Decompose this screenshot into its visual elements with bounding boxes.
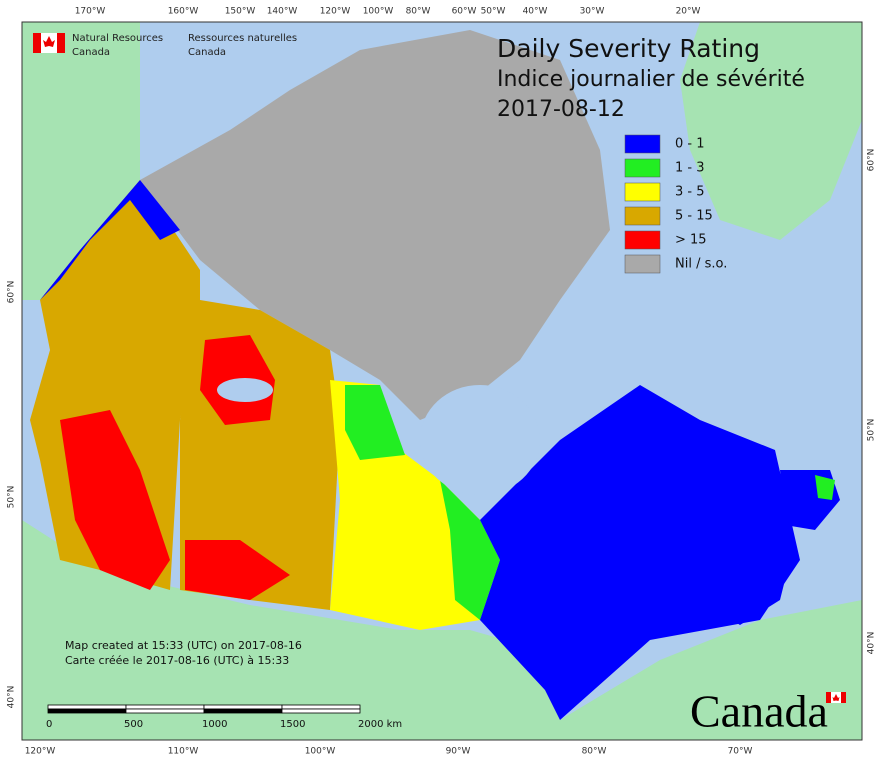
credit-line: Carte créée le 2017-08-16 (UTC) à 15:33 [65, 654, 289, 667]
scale-segment [203, 704, 283, 710]
ontario-east-low [440, 480, 500, 620]
great-slave-lake [217, 378, 273, 402]
longitude-label: 30°W [580, 7, 605, 17]
longitude-label: 120°W [320, 7, 351, 17]
longitude-label: 140°W [267, 7, 298, 17]
legend-label: 3 - 5 [675, 185, 705, 200]
scale-label: 2000 km [358, 719, 402, 730]
scale-label: 1500 [280, 719, 305, 730]
scale-label: 1000 [202, 719, 227, 730]
longitude-label: 100°W [305, 747, 336, 757]
legend-swatch [624, 254, 661, 274]
scale-segment [47, 704, 127, 710]
usa [22, 520, 862, 740]
legend-label: 0 - 1 [675, 137, 705, 152]
legend-swatch [624, 134, 661, 154]
scale-segment [203, 708, 283, 714]
legend-swatch [624, 230, 661, 250]
scale-segment [281, 708, 361, 714]
longitude-label: 60°W [452, 7, 477, 17]
bc-extreme [60, 410, 170, 590]
wordmark-flag [832, 694, 840, 701]
canada-wordmark: Canada [690, 686, 828, 737]
agency-name: Canada [188, 47, 226, 58]
scale-segment [281, 704, 361, 710]
longitude-label: 20°W [676, 7, 701, 17]
longitude-label: 120°W [25, 747, 56, 757]
latitude-label: 50°N [7, 486, 17, 509]
maritimes [700, 535, 790, 625]
latitude-label: 50°N [867, 419, 877, 442]
legend-label: Nil / s.o. [675, 257, 727, 272]
longitude-label: 40°W [523, 7, 548, 17]
map-body [22, 22, 862, 740]
legend-label: 5 - 15 [675, 209, 713, 224]
longitude-label: 70°W [728, 747, 753, 757]
yukon-low [40, 180, 180, 300]
scale-segment [47, 708, 127, 714]
ontario-low [345, 385, 405, 460]
alaska [22, 22, 140, 300]
agency-name: Ressources naturelles [188, 33, 297, 44]
scale-segment [125, 704, 205, 710]
latitude-label: 40°N [7, 686, 17, 709]
legend-swatch [624, 158, 661, 178]
longitude-label: 150°W [225, 7, 256, 17]
longitude-label: 80°W [406, 7, 431, 17]
longitude-label: 90°W [446, 747, 471, 757]
nrcan-flag [33, 33, 65, 53]
longitude-label: 80°W [582, 747, 607, 757]
scale-segment [125, 708, 205, 714]
agency-name: Natural Resources [72, 33, 163, 44]
greenland [680, 22, 862, 240]
scale-label: 0 [46, 719, 52, 730]
latitude-label: 60°N [7, 281, 17, 304]
longitude-label: 50°W [481, 7, 506, 17]
scale-label: 500 [124, 719, 143, 730]
quebec-low [480, 385, 800, 720]
longitude-label: 110°W [168, 747, 199, 757]
map-title: Daily Severity Rating [497, 34, 760, 63]
south-extreme [185, 540, 290, 600]
map-title: Indice journalier de sévérité [497, 67, 805, 92]
arctic-nil [140, 30, 610, 420]
frame [21, 21, 863, 741]
agency-name: Canada [72, 47, 110, 58]
legend-swatch [624, 182, 661, 202]
longitude-label: 100°W [363, 7, 394, 17]
legend-label: 1 - 3 [675, 161, 705, 176]
legend-label: > 15 [675, 233, 707, 248]
newfoundland-green [815, 475, 835, 500]
latitude-label: 40°N [867, 632, 877, 655]
longitude-label: 170°W [75, 7, 106, 17]
legend-swatch [624, 206, 661, 226]
latitude-label: 60°N [867, 149, 877, 172]
credit-line: Map created at 15:33 (UTC) on 2017-08-16 [65, 639, 302, 652]
longitude-label: 160°W [168, 7, 199, 17]
map-title: 2017-08-12 [497, 97, 625, 122]
hudson-bay [420, 385, 540, 495]
